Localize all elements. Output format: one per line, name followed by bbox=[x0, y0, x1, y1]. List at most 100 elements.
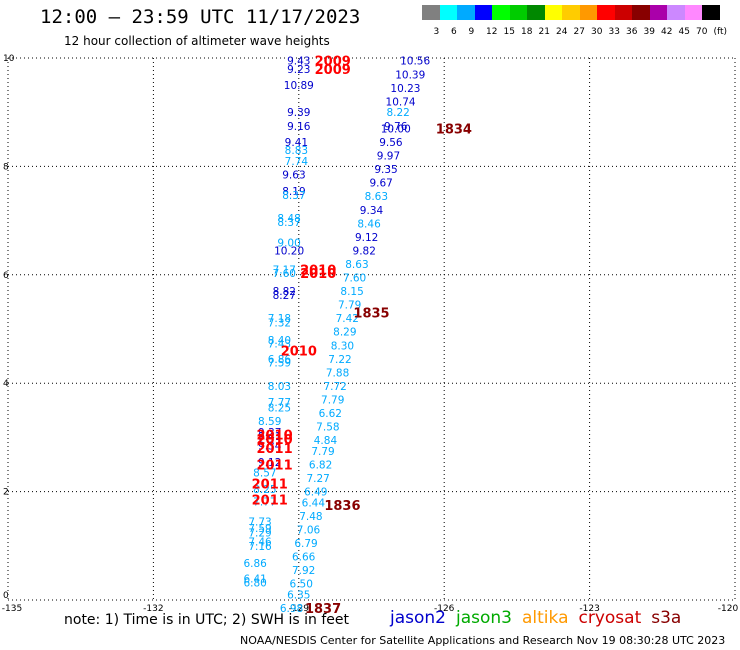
pass-time-label: 2010 bbox=[256, 429, 292, 444]
color-swatch bbox=[649, 5, 667, 20]
wave-height-label: 6.49 bbox=[304, 487, 327, 499]
wave-height-label: 9.34 bbox=[258, 441, 282, 453]
wave-height-label: 7.77 bbox=[268, 397, 291, 409]
color-swatch bbox=[684, 5, 702, 20]
pass-time-label: 1834 bbox=[436, 122, 472, 137]
x-tick-label: -120 bbox=[718, 604, 739, 614]
wave-height-label: 10.74 bbox=[386, 96, 416, 108]
wave-height-label: 7.43 bbox=[268, 339, 291, 351]
color-swatch bbox=[632, 5, 650, 20]
color-swatch bbox=[614, 5, 632, 20]
wave-height-label: 6.80 bbox=[243, 578, 266, 590]
wave-height-label: 8.59 bbox=[258, 416, 281, 428]
wave-height-label: 7.60 bbox=[343, 273, 366, 285]
x-tick-label: -126 bbox=[434, 604, 455, 614]
wave-height-label: 7.32 bbox=[268, 317, 291, 329]
wave-height-label: 6.66 bbox=[292, 552, 316, 564]
color-scale-label: 15 bbox=[503, 27, 515, 37]
wave-height-label: 7.17 bbox=[273, 264, 296, 276]
wave-height-label: 9.97 bbox=[377, 151, 400, 163]
wave-height-label: 6.82 bbox=[309, 460, 332, 472]
mission-legend: jason2 jason3 altika cryosat s3a bbox=[390, 608, 691, 628]
color-scale-label: 30 bbox=[591, 27, 603, 37]
x-tick-label: -123 bbox=[579, 604, 599, 614]
wave-height-label: 7.22 bbox=[328, 354, 351, 366]
color-scale-label: 6 bbox=[451, 27, 457, 37]
y-tick-label: 4 bbox=[3, 379, 9, 389]
y-tick-label: 2 bbox=[3, 488, 9, 498]
wave-height-label: 6.86 bbox=[243, 558, 267, 570]
mission-legend-item: jason2 bbox=[390, 608, 446, 628]
wave-height-label: 9.63 bbox=[282, 170, 305, 182]
wave-height-label: 6.50 bbox=[290, 579, 313, 591]
wave-height-label: 7.92 bbox=[292, 565, 315, 577]
wave-height-label: 7.59 bbox=[248, 523, 271, 535]
wave-height-label: 8.37 bbox=[277, 217, 300, 229]
credit-line: NOAA/NESDIS Center for Satellite Applica… bbox=[240, 634, 726, 647]
wave-height-label: 7.73 bbox=[248, 516, 271, 528]
wave-height-label: 6.44 bbox=[302, 497, 326, 509]
pass-time-label: 2009 bbox=[315, 63, 351, 78]
color-scale-label: 39 bbox=[643, 27, 655, 37]
pass-time-label: 2011 bbox=[256, 442, 292, 457]
wave-height-label: 8.22 bbox=[386, 107, 409, 119]
wave-height-label: 7.18 bbox=[268, 313, 291, 325]
wave-height-label: 7.58 bbox=[316, 422, 339, 434]
color-scale-label: 9 bbox=[468, 27, 475, 37]
wave-height-label: 8.15 bbox=[340, 286, 363, 298]
wave-height-label: 8.25 bbox=[253, 484, 276, 496]
mission-legend-item: altika bbox=[522, 608, 569, 628]
wave-height-label: 7.59 bbox=[268, 358, 291, 370]
pass-time-label: 2011 bbox=[252, 477, 288, 492]
wave-height-label: 8.03 bbox=[268, 381, 291, 393]
wave-height-label: 8.83 bbox=[285, 145, 308, 157]
wave-height-label: 10.20 bbox=[274, 245, 304, 257]
color-swatch bbox=[544, 5, 562, 20]
footnote: note: 1) Time is in UTC; 2) SWH is in fe… bbox=[64, 612, 350, 628]
wave-height-label: 10.89 bbox=[284, 80, 314, 92]
color-scale-label: 24 bbox=[556, 27, 568, 37]
wave-height-label: 10.23 bbox=[390, 83, 420, 95]
color-swatch bbox=[474, 5, 492, 20]
page-subtitle: 12 hour collection of altimeter wave hei… bbox=[64, 34, 330, 48]
pass-time-label: 1836 bbox=[324, 499, 360, 514]
color-scale-label: 21 bbox=[538, 27, 550, 37]
color-scale-label: (ft) bbox=[713, 27, 728, 37]
wave-height-label: 7.48 bbox=[299, 511, 322, 523]
wave-height-label: 9.82 bbox=[353, 245, 376, 257]
wave-height-label: 8.29 bbox=[333, 327, 356, 339]
pass-time-label: 2009 bbox=[315, 55, 351, 70]
wave-height-label: 7.16 bbox=[248, 541, 272, 553]
wave-height-label: 9.37 bbox=[258, 427, 281, 439]
wave-height-label: 6.86 bbox=[268, 354, 292, 366]
color-swatch bbox=[579, 5, 597, 20]
color-swatch bbox=[527, 5, 545, 20]
color-scale-label: 12 bbox=[486, 27, 498, 37]
wave-height-label: 9.56 bbox=[379, 137, 403, 149]
color-scale-label: 42 bbox=[661, 27, 673, 37]
wave-height-label: 7.27 bbox=[306, 473, 329, 485]
wave-height-label: 8.27 bbox=[273, 290, 296, 302]
wave-height-label: 8.63 bbox=[345, 259, 368, 271]
pass-time-label: 1835 bbox=[353, 307, 389, 322]
color-swatch bbox=[457, 5, 475, 20]
wave-height-label: 4.84 bbox=[314, 435, 338, 447]
wave-height-label: 9.00 bbox=[277, 237, 300, 249]
wave-height-label: 9.23 bbox=[287, 64, 310, 76]
wave-height-label: 7.72 bbox=[323, 381, 346, 393]
y-tick-label: 8 bbox=[3, 162, 9, 172]
color-swatch bbox=[439, 5, 457, 20]
color-swatch bbox=[597, 5, 615, 20]
y-tick-label: 0 bbox=[3, 591, 9, 601]
wave-height-label: 10.00 bbox=[381, 123, 411, 135]
pass-time-label: 2011 bbox=[252, 494, 288, 509]
color-swatch bbox=[562, 5, 580, 20]
color-swatch bbox=[667, 5, 685, 20]
x-tick-label: -129 bbox=[289, 604, 310, 614]
color-scale-label: 18 bbox=[521, 27, 533, 37]
color-swatch bbox=[509, 5, 527, 20]
wave-height-label: 8.37 bbox=[282, 190, 305, 202]
wave-height-label: 6.79 bbox=[294, 538, 317, 550]
